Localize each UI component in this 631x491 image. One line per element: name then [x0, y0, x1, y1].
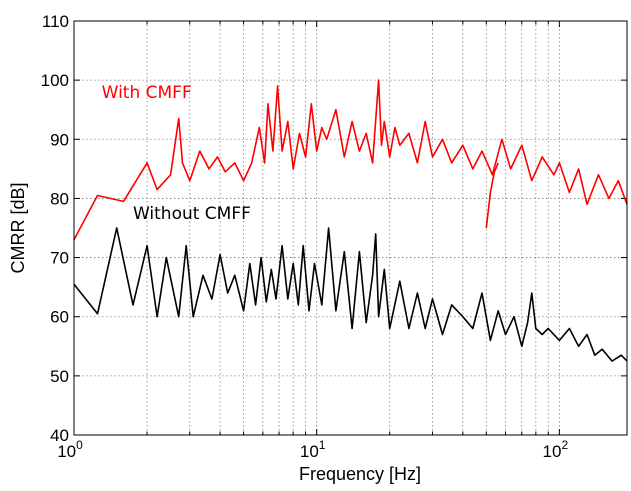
y-tick-label: 90 [50, 130, 69, 149]
series-layer [73, 79, 628, 362]
with-cmff-annotation: With CMFF [102, 83, 192, 103]
without-cmff-annotation: Without CMFF [133, 204, 251, 224]
y-axis-label: CMRR [dB] [8, 182, 28, 273]
y-tick-label: 110 [42, 12, 69, 31]
series-1-line [485, 162, 499, 229]
y-tick-labels: 40 50 60 70 80 90 100 110 [41, 12, 69, 445]
y-tick-label: 40 [50, 426, 69, 445]
y-tick-label: 60 [50, 308, 69, 327]
x-tick-label: 100 [57, 438, 83, 461]
plot-frame [73, 20, 628, 436]
with-cmff-line [73, 79, 628, 241]
without-cmff-line [73, 227, 628, 362]
x-tick-label: 101 [300, 438, 326, 461]
y-tick-label: 70 [50, 249, 69, 268]
y-tick-label: 100 [41, 71, 69, 90]
y-tick-label: 80 [50, 189, 69, 208]
x-tick-labels: 100 101 102 [57, 438, 568, 461]
x-axis-label: Frequency [Hz] [299, 464, 421, 484]
annotation-layer: With CMFF Without CMFF [102, 83, 251, 224]
grid-layer [74, 21, 627, 435]
x-tick-label: 102 [543, 438, 569, 461]
y-tick-label: 50 [50, 367, 69, 386]
plot-area [74, 21, 627, 435]
